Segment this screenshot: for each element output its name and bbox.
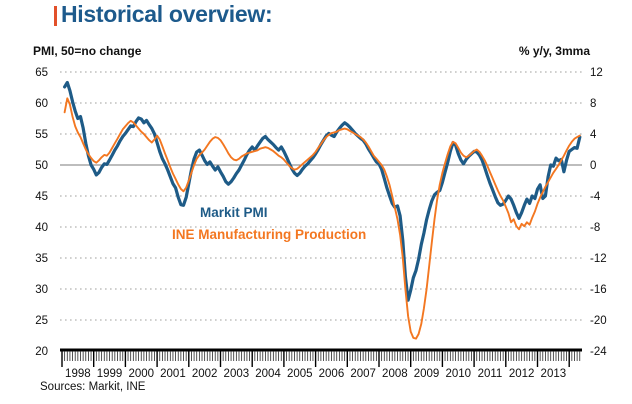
x-axis-year-label: 2009 [414,368,440,380]
right-axis-tick-label: -20 [590,315,607,327]
left-axis-tick-label: 40 [35,222,48,234]
x-axis-year-label: 2005 [287,368,313,380]
left-axis-tick-label: 30 [35,284,48,296]
x-axis-year-label: 2003 [224,368,250,380]
left-axis-tick-label: 25 [35,315,48,327]
x-axis-year-label: 2000 [128,368,154,380]
x-axis-year-label: 1999 [97,368,123,380]
right-axis-tick-label: 12 [590,67,603,79]
left-axis-tick-label: 50 [35,160,48,172]
left-axis-tick-label: 65 [35,67,48,79]
right-axis-tick-label: 4 [590,129,597,141]
right-axis-tick-label: -24 [590,346,607,358]
x-axis-year-label: 2011 [478,368,503,380]
x-axis-year-label: 2013 [541,368,567,380]
x-axis-year-label: 2008 [382,368,408,380]
right-axis-tick-label: -8 [590,222,600,234]
left-axis-tick-label: 55 [35,129,48,141]
x-axis-year-label: 2002 [192,368,218,380]
x-axis-year-label: 2004 [255,368,281,380]
title-accent-bar [54,6,57,26]
right-axis-title: % y/y, 3mma [518,44,590,58]
right-axis-tick-label: -4 [590,191,601,203]
legend-markit-pmi: Markit PMI [200,205,268,220]
page-title: Historical overview: [61,1,273,27]
x-axis-year-label: 2006 [319,368,345,380]
right-axis-tick-label: -12 [590,253,607,265]
right-axis-tick-label: 8 [590,98,596,110]
right-axis-tick-label: -16 [590,284,607,296]
ine-production-line [63,97,581,340]
right-axis-tick-label: 0 [590,160,596,172]
left-axis-tick-label: 35 [35,253,48,265]
x-axis-year-label: 2012 [509,368,535,380]
x-axis-year-label: 2007 [350,368,376,380]
legend-ine-production: INE Manufacturing Production [172,227,367,242]
left-axis-title: PMI, 50=no change [33,44,142,58]
x-axis-year-label: 1998 [65,368,91,380]
x-axis-year-label: 2010 [445,368,471,380]
markit-pmi-line [62,80,582,302]
left-axis-tick-label: 45 [35,191,48,203]
x-axis-year-label: 2001 [160,368,186,380]
sources-note: Sources: Markit, INE [40,381,146,393]
left-axis-tick-label: 60 [35,98,48,110]
left-axis-tick-label: 20 [35,346,48,358]
